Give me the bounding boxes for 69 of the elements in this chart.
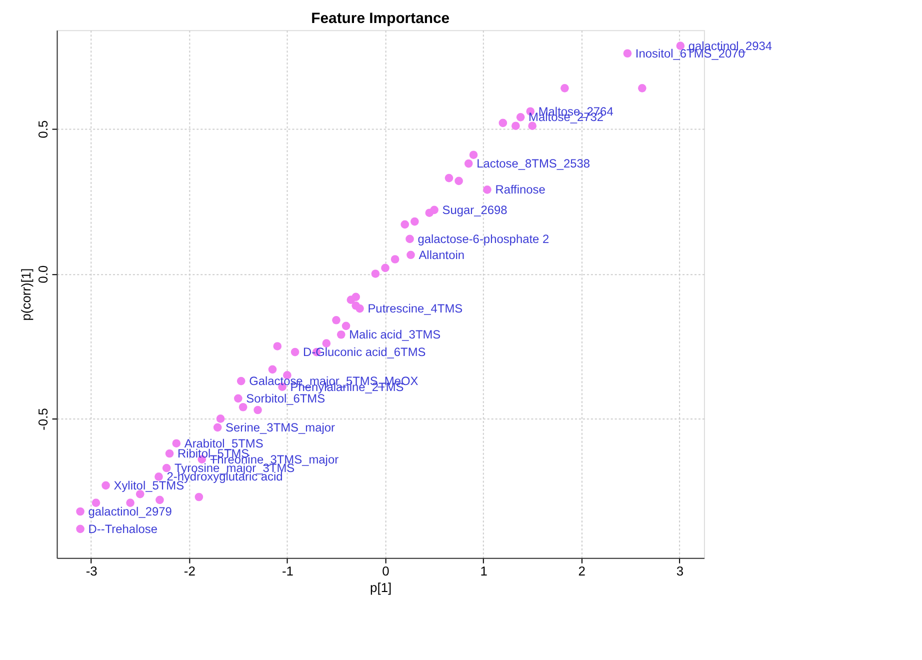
annotation: galactinol_2979 <box>88 504 172 518</box>
annotation: galactose-6-phosphate 2 <box>418 232 550 246</box>
point <box>254 406 262 414</box>
x-tick-label: -1 <box>282 563 294 578</box>
point <box>238 402 248 412</box>
point <box>342 322 350 330</box>
point <box>162 464 171 472</box>
point <box>165 449 174 458</box>
point <box>102 481 110 490</box>
annotation: Serine_3TMS_major <box>226 420 336 434</box>
y-tick-label: -0.5 <box>35 408 50 430</box>
x-tick-label: 1 <box>480 563 488 578</box>
point <box>234 394 242 403</box>
point <box>346 296 356 304</box>
point <box>483 186 492 194</box>
point <box>381 264 390 272</box>
point <box>444 174 454 182</box>
annotation: Malic acid_3TMS <box>349 328 441 342</box>
y-tick-label: 0.0 <box>35 265 50 284</box>
x-axis-title: p[1] <box>370 580 392 596</box>
annotation: D--Trehalose <box>88 522 158 536</box>
x-tick-label: 0 <box>382 563 390 578</box>
point <box>371 270 380 278</box>
point <box>194 492 204 502</box>
point <box>390 255 400 264</box>
point <box>92 498 100 507</box>
point <box>638 84 646 92</box>
point <box>410 217 419 226</box>
annotation: Raffinose <box>495 182 546 197</box>
chart-title: Feature Importance <box>311 10 450 28</box>
y-axis-title: p(corr)[1] <box>18 268 34 321</box>
point <box>623 49 632 58</box>
point <box>336 330 346 339</box>
point <box>464 159 473 168</box>
point <box>273 342 282 350</box>
point <box>126 498 134 507</box>
annotation: Lactose_8TMS_2538 <box>476 156 590 171</box>
x-tick-label: 3 <box>676 563 684 578</box>
point <box>356 304 364 313</box>
point <box>498 118 508 128</box>
point <box>154 472 163 481</box>
annotation: Arabitol_5TMS <box>184 436 264 450</box>
annotation: Putrescine_4TMS <box>368 302 463 316</box>
point <box>156 496 164 504</box>
point <box>76 507 84 516</box>
point <box>400 220 410 229</box>
point <box>512 122 520 130</box>
point <box>268 365 277 374</box>
point <box>425 208 434 218</box>
point <box>454 176 463 186</box>
point <box>213 423 222 432</box>
point <box>406 250 415 260</box>
point <box>216 414 225 423</box>
point <box>332 316 340 324</box>
point <box>290 348 300 356</box>
annotation: Sugar_2698 <box>442 202 508 217</box>
annotation: Allantoin <box>418 248 465 262</box>
point <box>560 84 569 92</box>
x-tick-label: -3 <box>86 563 98 578</box>
point <box>322 339 331 348</box>
point <box>469 150 478 160</box>
point <box>236 376 246 386</box>
point <box>516 113 525 122</box>
y-tick-label: 0.5 <box>35 120 50 138</box>
point <box>406 234 414 244</box>
x-tick-label: 2 <box>578 563 586 578</box>
x-tick-label: -2 <box>184 563 196 578</box>
point <box>172 439 181 448</box>
point <box>76 524 84 534</box>
